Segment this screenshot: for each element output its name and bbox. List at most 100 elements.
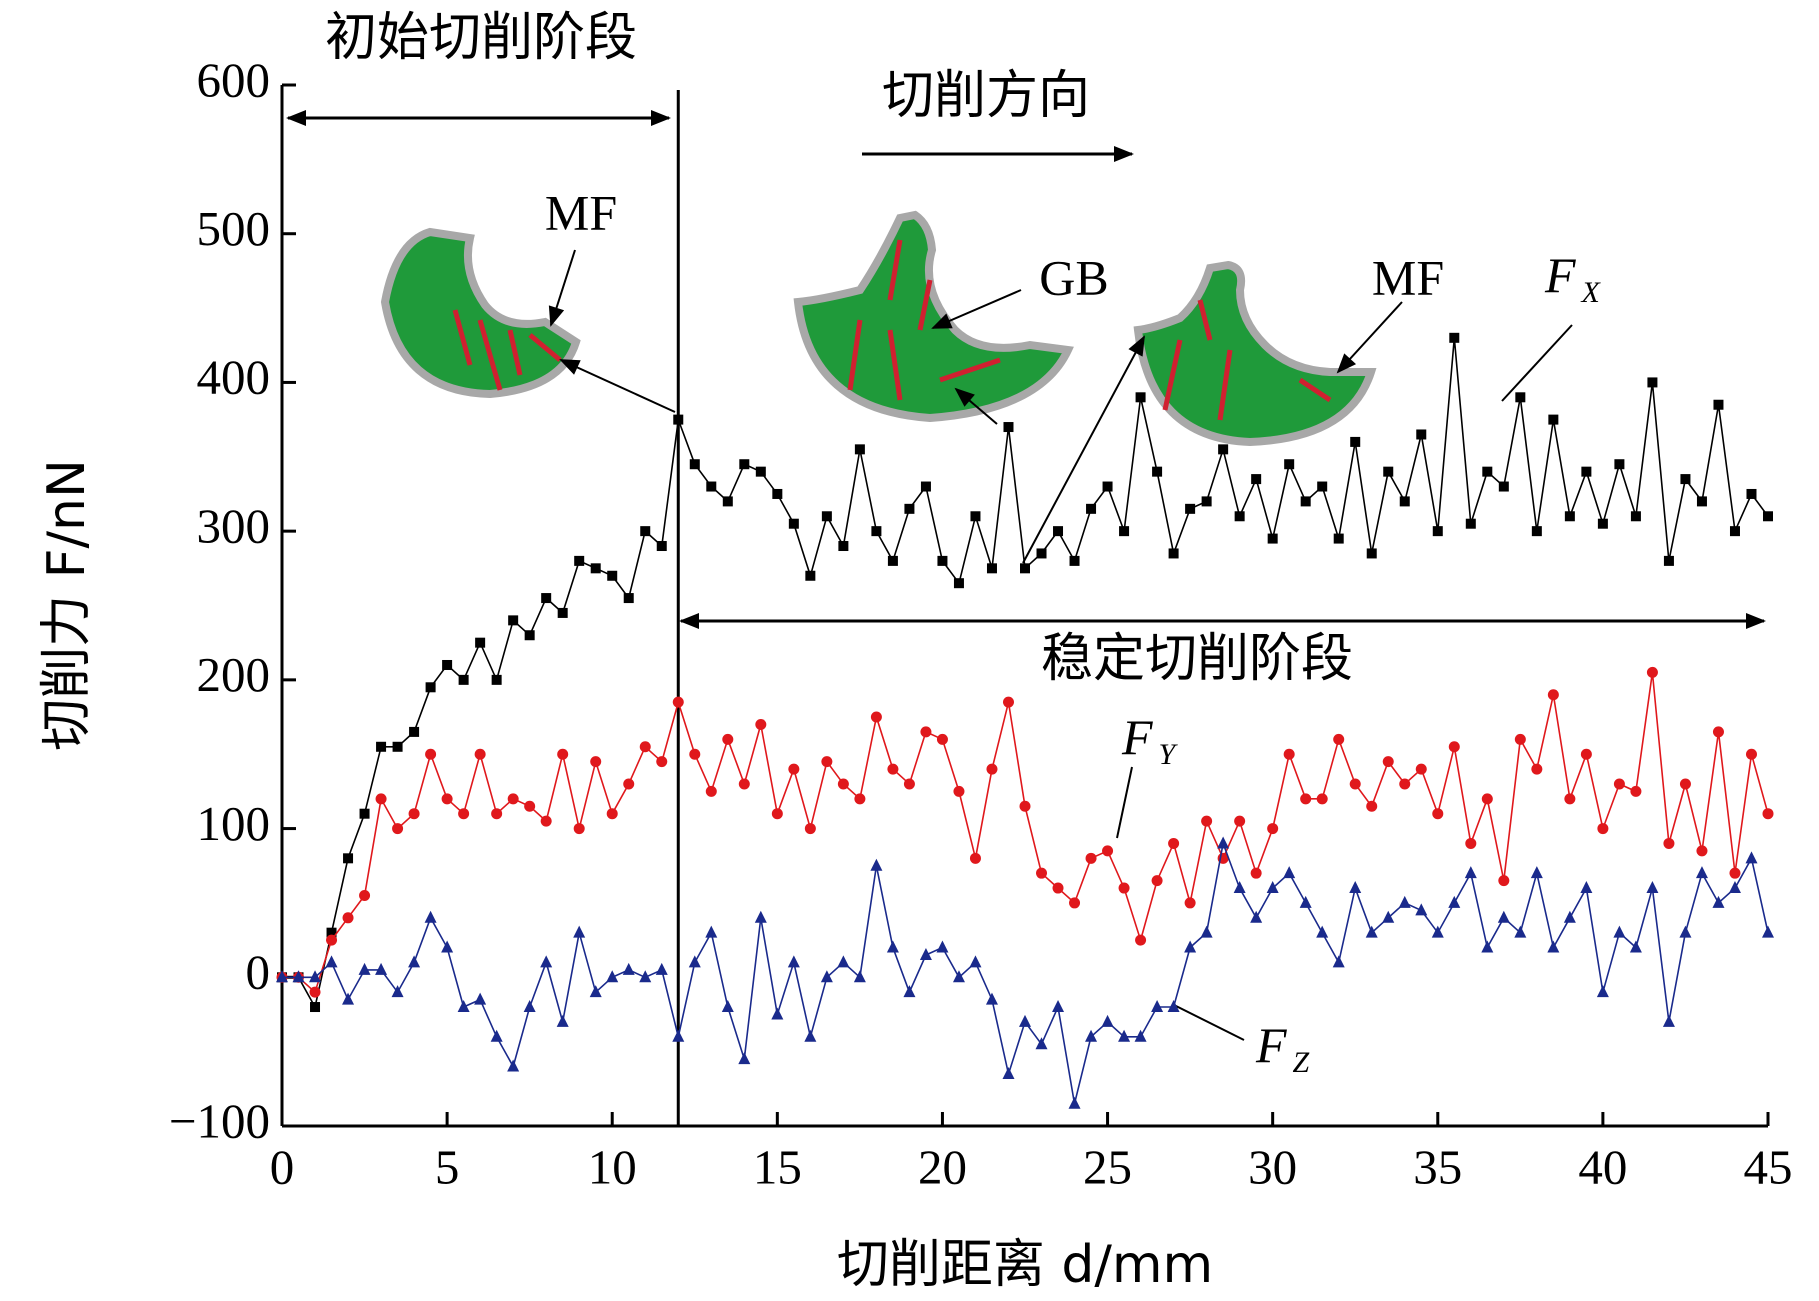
marker (1695, 866, 1708, 879)
marker (739, 459, 750, 470)
marker (326, 927, 337, 938)
marker (640, 526, 651, 537)
marker (673, 414, 684, 425)
marker (1662, 1014, 1675, 1027)
pointer (559, 359, 676, 413)
marker (672, 696, 684, 708)
marker (969, 852, 981, 864)
marker (475, 637, 486, 648)
marker (1547, 940, 1560, 953)
marker (1267, 533, 1278, 544)
marker (1596, 985, 1609, 998)
marker (490, 1029, 503, 1042)
marker (1613, 778, 1625, 790)
annotation: GB (1039, 249, 1108, 305)
marker (623, 778, 635, 790)
marker (622, 962, 635, 975)
marker (1646, 666, 1658, 678)
marker (1597, 823, 1609, 835)
marker (424, 910, 437, 923)
marker (507, 1059, 520, 1072)
series-subscript: Z (1293, 1046, 1310, 1079)
marker (1184, 897, 1196, 909)
marker (1332, 955, 1345, 968)
marker (805, 570, 816, 581)
marker (1020, 563, 1030, 574)
marker (1581, 466, 1592, 477)
marker (309, 970, 322, 983)
marker (886, 940, 899, 953)
x-tick-label: 15 (753, 1139, 802, 1194)
marker (1152, 466, 1163, 477)
marker (1746, 488, 1757, 499)
marker (920, 726, 932, 738)
marker (375, 962, 388, 975)
marker (706, 481, 717, 492)
marker (1530, 866, 1543, 879)
marker (1266, 881, 1279, 894)
marker (1085, 852, 1097, 864)
marker (557, 748, 569, 760)
leader (1501, 324, 1573, 402)
marker (1713, 399, 1724, 410)
marker (1383, 466, 1394, 477)
marker (1168, 837, 1180, 849)
marker (1663, 555, 1674, 566)
marker (1069, 897, 1081, 909)
marker (1036, 867, 1048, 879)
marker (325, 955, 338, 968)
marker (738, 778, 750, 790)
inset-2 (793, 210, 1074, 423)
marker (1498, 481, 1509, 492)
y-tick-label: 200 (197, 647, 271, 702)
marker (788, 763, 800, 775)
marker (1498, 875, 1510, 887)
marker (457, 1000, 470, 1013)
annotation: 稳定切削阶段 (1041, 629, 1353, 689)
pointer (1336, 301, 1403, 374)
marker (1184, 940, 1197, 953)
x-tick-label: 45 (1744, 1139, 1793, 1194)
marker (409, 726, 420, 737)
marker (689, 748, 701, 760)
marker (524, 800, 536, 812)
marker (1465, 518, 1476, 529)
marker (970, 511, 981, 522)
marker (589, 985, 602, 998)
marker (392, 823, 404, 835)
marker (1563, 910, 1576, 923)
marker (953, 578, 964, 589)
marker (342, 912, 354, 924)
marker (771, 1007, 784, 1020)
marker (722, 496, 733, 507)
marker (1547, 689, 1559, 701)
marker (1712, 895, 1725, 908)
marker (1762, 808, 1774, 820)
series-subscript: X (1581, 276, 1602, 309)
marker (491, 674, 502, 685)
marker (969, 955, 982, 968)
marker (1135, 934, 1147, 946)
marker (1416, 429, 1427, 440)
marker (1349, 881, 1362, 894)
marker (556, 1014, 569, 1027)
marker (903, 778, 915, 790)
x-tick-label: 0 (270, 1139, 295, 1194)
marker (1647, 377, 1658, 388)
marker (441, 940, 454, 953)
series (276, 836, 1774, 1109)
marker (1267, 823, 1279, 835)
series (276, 666, 1774, 998)
marker (1564, 793, 1576, 805)
series-name: F (1544, 247, 1576, 303)
marker (738, 1052, 751, 1065)
marker (1382, 910, 1395, 923)
marker (1349, 778, 1361, 790)
marker (1679, 925, 1692, 938)
marker (1068, 1096, 1081, 1109)
marker (1448, 895, 1461, 908)
marker (540, 815, 552, 827)
marker (772, 488, 783, 499)
marker (656, 756, 668, 768)
